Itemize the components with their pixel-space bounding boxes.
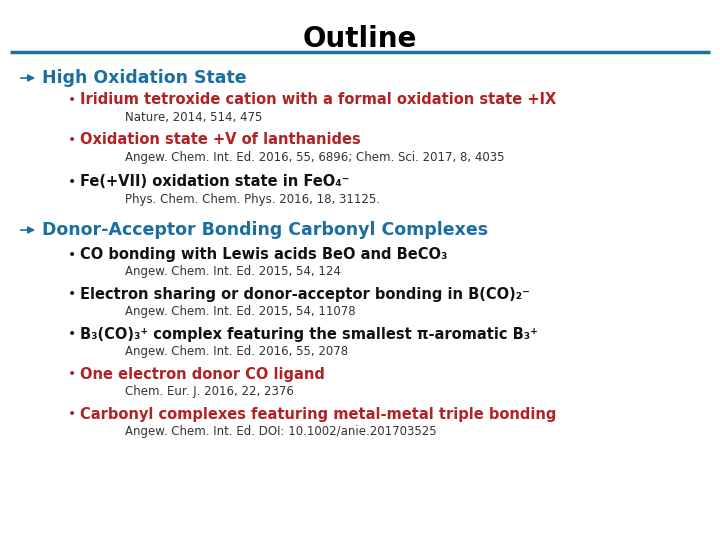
Text: Angew. Chem. Int. Ed. 2016, 55, 6896; Chem. Sci. 2017, 8, 4035: Angew. Chem. Int. Ed. 2016, 55, 6896; Ch… bbox=[125, 152, 505, 165]
Text: Phys. Chem. Chem. Phys. 2016, 18, 31125.: Phys. Chem. Chem. Phys. 2016, 18, 31125. bbox=[125, 193, 380, 206]
Text: Outline: Outline bbox=[303, 25, 417, 53]
Text: Iridium tetroxide cation with a formal oxidation state +IX: Iridium tetroxide cation with a formal o… bbox=[80, 92, 557, 107]
Text: Angew. Chem. Int. Ed. 2015, 54, 124: Angew. Chem. Int. Ed. 2015, 54, 124 bbox=[125, 266, 341, 279]
Text: Angew. Chem. Int. Ed. 2016, 55, 2078: Angew. Chem. Int. Ed. 2016, 55, 2078 bbox=[125, 346, 348, 359]
Text: •: • bbox=[68, 175, 76, 189]
Text: Nature, 2014, 514, 475: Nature, 2014, 514, 475 bbox=[125, 111, 262, 124]
Text: CO bonding with Lewis acids BeO and BeCO₃: CO bonding with Lewis acids BeO and BeCO… bbox=[80, 247, 447, 262]
Text: Angew. Chem. Int. Ed. DOI: 10.1002/anie.201703525: Angew. Chem. Int. Ed. DOI: 10.1002/anie.… bbox=[125, 426, 436, 438]
Text: •: • bbox=[68, 367, 76, 381]
Text: Donor-Acceptor Bonding Carbonyl Complexes: Donor-Acceptor Bonding Carbonyl Complexe… bbox=[42, 221, 488, 239]
Text: •: • bbox=[68, 133, 76, 147]
Text: •: • bbox=[68, 248, 76, 262]
Text: •: • bbox=[68, 287, 76, 301]
Text: Chem. Eur. J. 2016, 22, 2376: Chem. Eur. J. 2016, 22, 2376 bbox=[125, 386, 294, 399]
Text: Electron sharing or donor-acceptor bonding in B(CO)₂⁻: Electron sharing or donor-acceptor bondi… bbox=[80, 287, 530, 301]
Text: •: • bbox=[68, 327, 76, 341]
Text: •: • bbox=[68, 407, 76, 421]
Text: •: • bbox=[68, 93, 76, 107]
Text: Fe(+VII) oxidation state in FeO₄⁻: Fe(+VII) oxidation state in FeO₄⁻ bbox=[80, 174, 349, 190]
Text: High Oxidation State: High Oxidation State bbox=[42, 69, 247, 87]
Text: Oxidation state +V of lanthanides: Oxidation state +V of lanthanides bbox=[80, 132, 361, 147]
Text: Carbonyl complexes featuring metal-metal triple bonding: Carbonyl complexes featuring metal-metal… bbox=[80, 407, 557, 422]
Text: One electron donor CO ligand: One electron donor CO ligand bbox=[80, 367, 325, 381]
Text: Angew. Chem. Int. Ed. 2015, 54, 11078: Angew. Chem. Int. Ed. 2015, 54, 11078 bbox=[125, 306, 356, 319]
Text: B₃(CO)₃⁺ complex featuring the smallest π-aromatic B₃⁺: B₃(CO)₃⁺ complex featuring the smallest … bbox=[80, 327, 538, 341]
